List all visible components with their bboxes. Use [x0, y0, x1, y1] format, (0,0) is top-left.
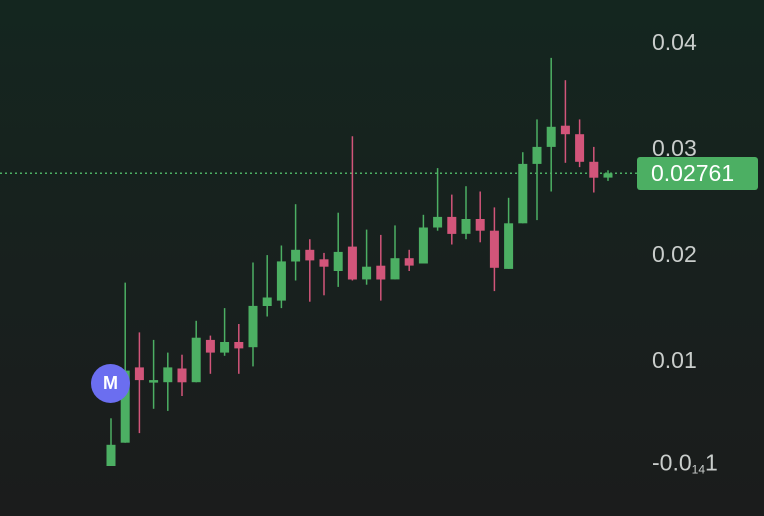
y-tick-label: 0.03 [652, 135, 697, 161]
candle-body [433, 216, 443, 228]
candle[interactable] [106, 418, 116, 466]
candle[interactable] [120, 282, 130, 443]
candle-body [177, 368, 187, 383]
candle[interactable] [376, 234, 386, 301]
candle-body [532, 146, 542, 164]
candle[interactable] [177, 354, 187, 396]
candle[interactable] [504, 197, 514, 269]
candle-body [518, 163, 528, 224]
candle-body [447, 216, 457, 234]
candle-body [461, 219, 471, 234]
candle-body [560, 125, 570, 135]
candle[interactable] [461, 186, 471, 240]
candle[interactable] [319, 252, 329, 296]
y-tick-label: 0.02 [652, 241, 697, 267]
last-price-tag: 0.02761 [637, 157, 758, 190]
candle[interactable] [163, 352, 173, 411]
candle[interactable] [532, 119, 542, 221]
candle[interactable] [518, 152, 528, 224]
marker-badge[interactable]: M [91, 364, 130, 403]
candle-body [319, 259, 329, 267]
candle[interactable] [589, 146, 599, 193]
candle[interactable] [347, 136, 357, 281]
candle-body [347, 246, 357, 280]
candle[interactable] [305, 239, 315, 302]
candle-body [305, 249, 315, 261]
candle[interactable] [149, 339, 159, 409]
candle[interactable] [575, 119, 585, 168]
candle-body [603, 173, 613, 178]
candle[interactable] [234, 324, 244, 374]
candle-body [376, 265, 386, 280]
candle-body [106, 444, 116, 466]
candle-body [149, 380, 159, 383]
candle[interactable] [603, 170, 613, 181]
candle[interactable] [546, 57, 556, 192]
candle-body [234, 342, 244, 349]
candle[interactable] [262, 255, 272, 317]
candle-body [276, 261, 286, 301]
candle[interactable] [205, 335, 215, 374]
candle[interactable] [433, 168, 443, 231]
candle[interactable] [276, 245, 286, 309]
candle-body [475, 219, 485, 231]
candle-body [589, 161, 599, 178]
candle[interactable] [333, 212, 343, 287]
candle[interactable] [390, 225, 400, 280]
candle-body [404, 258, 414, 266]
candle[interactable] [248, 262, 258, 367]
candle-body [504, 223, 514, 269]
y-tick-label: 0.04 [652, 29, 697, 55]
candle-body [333, 251, 343, 271]
candle[interactable] [475, 191, 485, 243]
candle[interactable] [404, 249, 414, 271]
candle-body [220, 342, 230, 353]
candle-body [362, 266, 372, 280]
candle-body [418, 227, 428, 264]
candle-body [248, 305, 258, 348]
candle-body [390, 258, 400, 280]
candle[interactable] [134, 332, 144, 434]
candle-body [163, 367, 173, 383]
candle-body [120, 370, 130, 443]
candle[interactable] [291, 204, 301, 281]
candle[interactable] [418, 214, 428, 264]
y-tick-subscript: 14 [691, 462, 705, 477]
candle-body [191, 337, 201, 383]
candle-body [575, 134, 585, 162]
y-tick-label-bottom: -0.0141 [652, 450, 762, 483]
candle-body [205, 339, 215, 353]
candle-body [546, 126, 556, 147]
candle[interactable] [191, 320, 201, 383]
candle-body [262, 297, 272, 306]
y-tick-prefix: -0.0 [652, 449, 692, 476]
candle[interactable] [489, 207, 499, 292]
candle[interactable] [362, 229, 372, 285]
candle[interactable] [560, 80, 570, 163]
candle[interactable] [220, 308, 230, 356]
candle[interactable] [447, 194, 457, 245]
candle-body [134, 367, 144, 381]
candle-body [489, 230, 499, 268]
y-tick-label: 0.01 [652, 347, 697, 373]
candle-body [291, 249, 301, 262]
y-tick-suffix: 1 [705, 449, 718, 476]
